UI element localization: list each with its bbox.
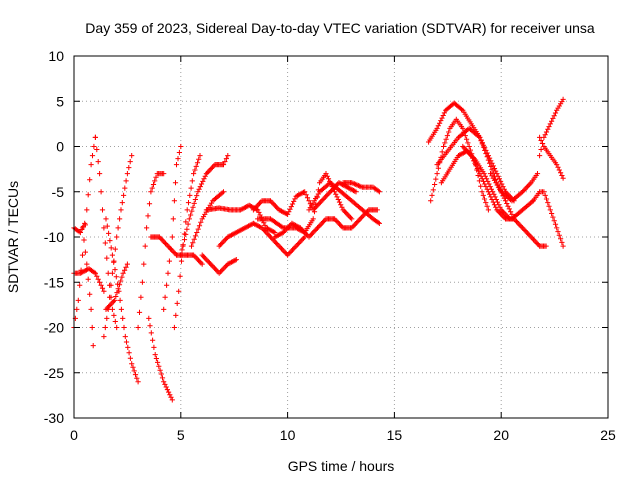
- marker-path: [216, 220, 308, 258]
- x-tick-label: 20: [493, 427, 509, 443]
- x-axis-label: GPS time / hours: [288, 458, 395, 474]
- series-track-q: [203, 202, 278, 236]
- data-markers: [71, 96, 566, 403]
- x-tick-label: 5: [177, 427, 185, 443]
- y-tick-label: 10: [48, 48, 64, 64]
- series-track-g: [103, 216, 141, 385]
- marker-path: [103, 216, 141, 385]
- marker-path: [199, 252, 239, 276]
- marker-path: [340, 180, 382, 195]
- series-track-m: [171, 153, 203, 331]
- series-track-ac: [487, 171, 541, 204]
- series-track-r: [216, 220, 308, 258]
- marker-path: [103, 261, 130, 312]
- series-track-w: [340, 180, 382, 195]
- marker-path: [71, 266, 107, 294]
- x-tick-label: 10: [280, 427, 296, 443]
- x-tick-label: 0: [70, 427, 78, 443]
- marker-path: [79, 225, 96, 349]
- marker-path: [537, 134, 566, 181]
- x-tick-label: 15: [387, 427, 403, 443]
- series-track-i: [135, 171, 167, 331]
- marker-path: [434, 125, 515, 217]
- y-axis-label: SDTVAR / TECUs: [5, 181, 21, 293]
- series-track-v: [306, 180, 382, 226]
- marker-path: [146, 315, 175, 403]
- marker-path: [171, 153, 203, 331]
- y-tick-label: 0: [56, 139, 64, 155]
- marker-path: [306, 180, 382, 226]
- series-track-d: [71, 266, 107, 294]
- marker-path: [188, 189, 227, 249]
- series-track-l: [161, 143, 184, 312]
- marker-path: [428, 116, 491, 213]
- marker-path: [71, 134, 98, 331]
- marker-path: [509, 198, 536, 222]
- marker-path: [530, 189, 566, 249]
- y-tick-label: -10: [44, 229, 64, 245]
- marker-path: [161, 143, 184, 312]
- y-tick-label: -5: [52, 184, 65, 200]
- series-track-h: [103, 261, 130, 312]
- series-track-ab: [460, 143, 549, 249]
- axis-ticks: 0 5 10 15 20 25 -30 -25 -20 -15 -10 -5 0 5 10: [44, 48, 616, 443]
- series-track-ad: [509, 198, 536, 222]
- marker-path: [135, 171, 167, 331]
- series-track-j: [146, 315, 175, 403]
- marker-path: [487, 171, 541, 204]
- y-tick-label: -15: [44, 274, 64, 290]
- y-tick-label: -20: [44, 320, 64, 336]
- y-tick-label: 5: [56, 93, 64, 109]
- series-track-ae: [537, 96, 566, 159]
- marker-path: [438, 148, 513, 222]
- series-track-af: [537, 134, 566, 181]
- x-tick-label: 25: [600, 427, 616, 443]
- marker-path: [537, 96, 566, 159]
- marker-path: [178, 153, 231, 258]
- series-track-z: [434, 125, 515, 217]
- series-track-c: [79, 225, 96, 349]
- series-track-x: [428, 116, 491, 213]
- y-tick-label: -30: [44, 410, 64, 426]
- series-track-o: [188, 189, 227, 249]
- marker-path: [203, 202, 278, 236]
- marker-path: [460, 143, 549, 249]
- series-track-aa: [438, 148, 513, 222]
- grid-lines: [74, 56, 608, 418]
- series-track-a: [71, 134, 98, 331]
- series-track-ag: [530, 189, 566, 249]
- chart-title: Day 359 of 2023, Sidereal Day-to-day VTE…: [85, 20, 595, 36]
- series-track-p: [199, 252, 239, 276]
- y-tick-label: -25: [44, 365, 64, 381]
- series-track-n: [178, 153, 231, 258]
